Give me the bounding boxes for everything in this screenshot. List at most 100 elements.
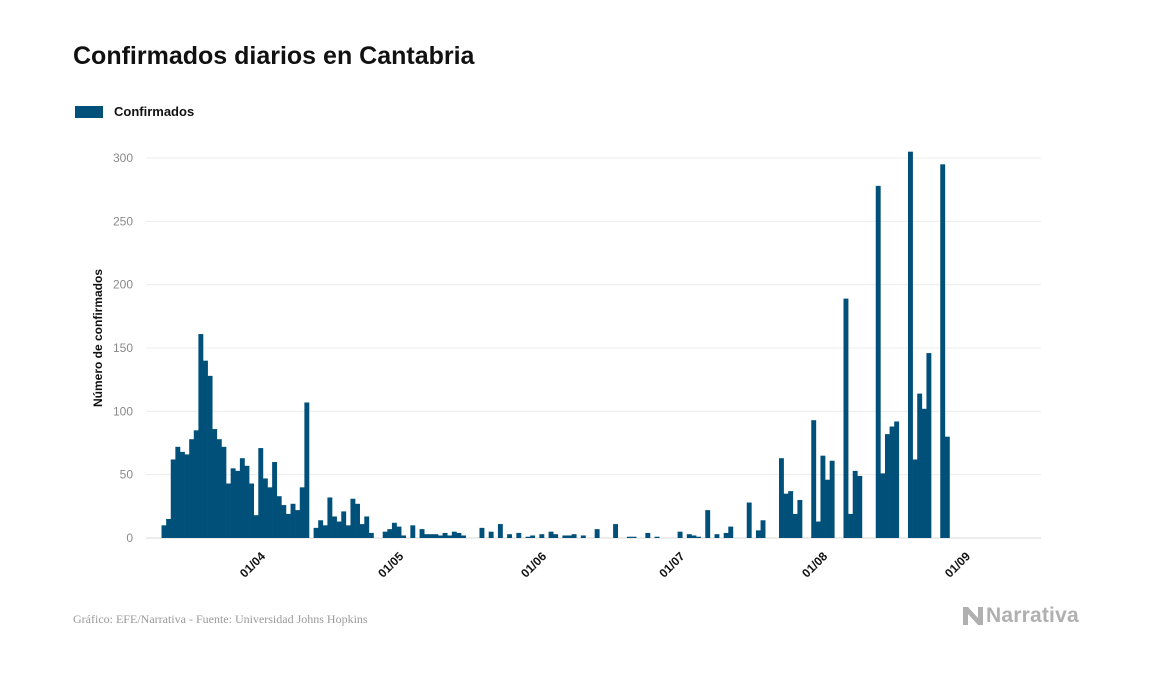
bar <box>276 496 282 538</box>
bar <box>940 164 946 538</box>
bar <box>341 511 347 538</box>
bar <box>258 448 264 538</box>
source-note: Gráfico: EFE/Narrativa - Fuente: Univers… <box>73 612 368 626</box>
bar <box>539 534 545 538</box>
bar <box>548 531 554 538</box>
bar <box>848 513 854 538</box>
bar <box>364 516 370 538</box>
chart-title: Confirmados diarios en Cantabria <box>73 42 475 70</box>
grid-layer <box>146 157 1041 539</box>
bar <box>705 510 711 538</box>
bar <box>451 531 457 538</box>
bar <box>166 519 172 538</box>
bar <box>226 483 231 538</box>
bar <box>359 524 365 538</box>
y-tick-label: 300 <box>113 151 133 165</box>
bar <box>691 535 697 538</box>
y-tick-label: 0 <box>126 531 133 545</box>
bar <box>631 536 637 538</box>
bar <box>368 532 374 538</box>
bar <box>889 426 895 538</box>
bar <box>438 535 443 538</box>
bar <box>299 487 305 538</box>
bar <box>193 430 199 538</box>
bar <box>797 500 803 538</box>
bar <box>626 536 632 538</box>
bar <box>267 487 273 538</box>
bar <box>281 505 287 538</box>
bar <box>829 460 835 538</box>
bar <box>553 534 559 538</box>
x-tick-label: 01/04 <box>237 549 268 580</box>
bar <box>479 527 485 538</box>
bar <box>677 531 683 538</box>
bars-layer <box>161 151 950 539</box>
bar <box>714 534 720 538</box>
bar <box>424 534 430 538</box>
x-tick-label: 01/05 <box>375 549 406 580</box>
bar <box>235 470 241 538</box>
bar <box>926 353 932 538</box>
bar <box>396 526 402 538</box>
bar <box>461 535 466 538</box>
y-axis-ticks: 0 50 100 150 200 250 300 <box>113 151 133 545</box>
bar <box>894 421 900 538</box>
bar <box>230 468 236 538</box>
x-tick-label: 01/08 <box>799 549 830 580</box>
bar <box>917 393 923 538</box>
bar <box>428 534 434 538</box>
bar <box>815 521 821 538</box>
brand-name: Narrativa <box>986 604 1079 627</box>
x-tick-label: 01/09 <box>942 549 973 580</box>
bar <box>391 522 397 538</box>
bar <box>221 446 227 538</box>
bar <box>184 454 190 538</box>
x-tick-label: 01/07 <box>656 549 687 580</box>
y-tick-label: 150 <box>113 341 133 355</box>
bar <box>686 534 692 538</box>
bar <box>792 513 798 538</box>
bar <box>594 529 600 538</box>
bar <box>654 536 660 538</box>
bar <box>382 531 388 538</box>
brand-logo: Narrativa <box>963 604 1079 628</box>
bar <box>345 525 351 538</box>
bar <box>497 524 503 538</box>
bar <box>322 525 328 538</box>
bar <box>811 420 817 538</box>
bar <box>419 529 425 538</box>
bar <box>447 535 453 538</box>
bar <box>442 532 448 538</box>
bar <box>530 535 536 538</box>
bar <box>313 527 319 538</box>
bar <box>488 531 494 538</box>
bar <box>728 526 734 538</box>
bar <box>613 524 619 538</box>
bar <box>239 458 245 538</box>
bar <box>387 529 393 538</box>
bar <box>908 151 913 539</box>
bar <box>318 520 324 538</box>
y-tick-label: 100 <box>113 404 133 418</box>
legend-label: Confirmados <box>114 104 195 119</box>
bar <box>207 375 213 538</box>
bar <box>456 532 462 538</box>
y-tick-label: 50 <box>120 468 134 482</box>
chart-legend: Confirmados <box>75 104 194 119</box>
bar <box>262 478 268 538</box>
bar <box>212 429 218 538</box>
bar <box>788 491 794 538</box>
bar <box>696 536 701 538</box>
bar <box>350 498 356 538</box>
bar <box>884 434 890 538</box>
y-tick-label: 250 <box>113 214 133 228</box>
bar <box>760 520 766 538</box>
bar <box>189 439 195 538</box>
bar <box>852 470 858 538</box>
bar <box>170 459 176 538</box>
bar <box>567 535 572 538</box>
bar <box>290 503 296 538</box>
bar <box>203 360 208 538</box>
bar <box>755 530 761 538</box>
bar <box>880 473 886 538</box>
